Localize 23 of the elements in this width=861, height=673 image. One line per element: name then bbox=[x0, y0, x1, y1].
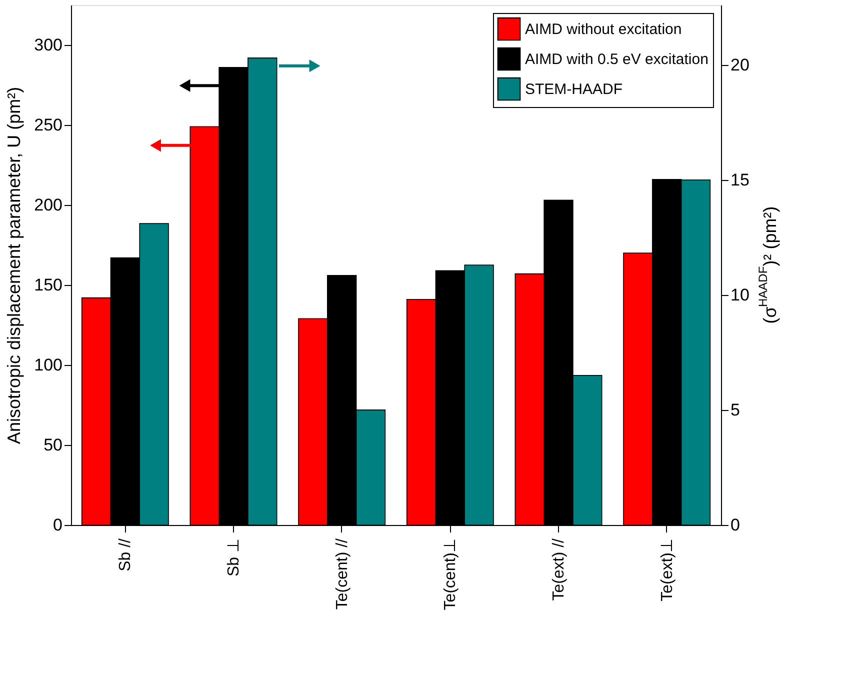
y-tick-label: 0 bbox=[53, 516, 62, 534]
y-tick-label: 100 bbox=[34, 356, 62, 374]
legend-label: AIMD with 0.5 eV excitation bbox=[525, 51, 708, 68]
y2-tick-label: 20 bbox=[730, 55, 750, 74]
x-tick-label: Te(ext) // bbox=[550, 538, 568, 601]
x-tick-label: Te(cent)⊥ bbox=[442, 538, 460, 610]
legend-label: STEM-HAADF bbox=[525, 81, 622, 98]
y2-axis-title: (σHAADF)² (pm²) bbox=[756, 206, 780, 324]
x-tick-label: Sb ⊥ bbox=[226, 538, 242, 577]
y2-tick-label: 10 bbox=[730, 285, 750, 304]
y-tick-label: 50 bbox=[44, 436, 62, 454]
legend-label: AIMD without excitation bbox=[525, 21, 682, 38]
y-tick-label: 150 bbox=[34, 276, 62, 294]
y2-tick-label: 15 bbox=[730, 170, 750, 190]
x-tick-label: Te(ext)⊥ bbox=[658, 538, 676, 602]
y2-tick-label: 0 bbox=[730, 516, 740, 534]
y-tick-label: 200 bbox=[34, 196, 62, 214]
y-axis-title: Anisotropic displacement parameter, U (pm²) bbox=[4, 86, 24, 444]
x-tick-label: Te(cent) // bbox=[334, 538, 351, 610]
y2-tick-label: 5 bbox=[730, 400, 740, 420]
y-tick-label: 300 bbox=[34, 36, 62, 54]
x-tick-label: Sb // bbox=[117, 538, 134, 572]
y-tick-label: 250 bbox=[34, 116, 62, 134]
